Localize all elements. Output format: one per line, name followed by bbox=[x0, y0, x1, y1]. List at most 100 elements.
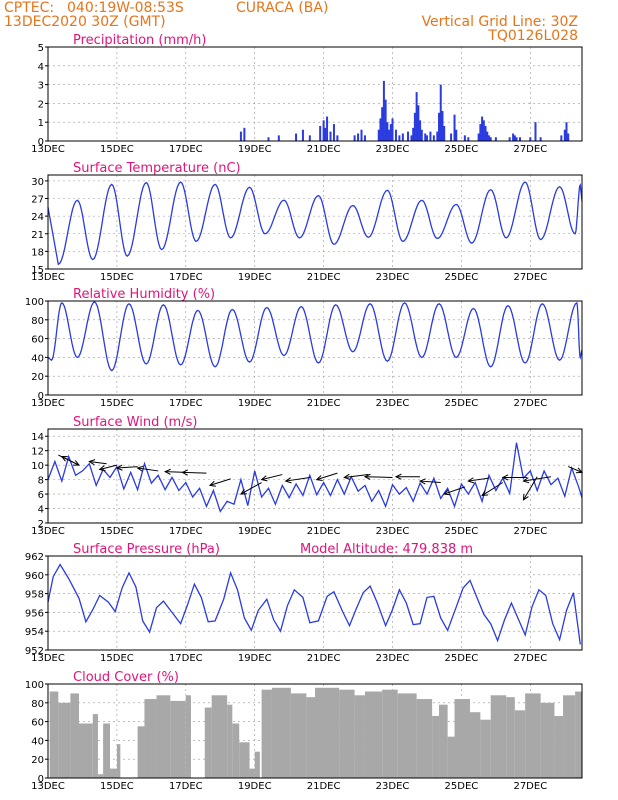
wind-arrow bbox=[481, 482, 504, 496]
cloud-bar bbox=[540, 702, 555, 778]
x-tick-label: 17DEC bbox=[169, 653, 203, 664]
precipitation-title: Precipitation (mm/h) bbox=[73, 33, 206, 48]
y-tick-label: 80 bbox=[31, 699, 44, 710]
wind-arrow bbox=[364, 476, 393, 478]
precipitation-panel: 0 1 2 3 4 5 13DEC 15DEC 17DEC 19DEC 21DEC 23DEC 25DE… bbox=[31, 33, 583, 155]
precip-bar bbox=[529, 137, 532, 141]
cloud-bar bbox=[261, 689, 272, 778]
precip-bar bbox=[357, 133, 360, 141]
wind-arrow bbox=[420, 480, 441, 484]
x-tick-label: 25DEC bbox=[445, 526, 479, 537]
wind-arrow bbox=[444, 486, 466, 495]
cloud-bar bbox=[137, 726, 145, 778]
y-tick-label: 10 bbox=[31, 461, 44, 472]
cloud-bar bbox=[506, 697, 515, 778]
y-tick-label: 30 bbox=[31, 177, 44, 188]
precip-bar bbox=[489, 137, 492, 141]
x-tick-label: 23DEC bbox=[376, 781, 410, 792]
x-tick-label: 13DEC bbox=[31, 272, 65, 283]
precip-bar bbox=[565, 122, 568, 141]
cloud-bar bbox=[70, 693, 80, 778]
precip-bar bbox=[389, 124, 392, 141]
header-grid-note: Vertical Grid Line: 30Z bbox=[422, 14, 578, 30]
wind-arrow bbox=[182, 471, 207, 474]
wind-arrow-head bbox=[163, 468, 171, 475]
x-tick-label: 21DEC bbox=[307, 144, 341, 155]
precip-bar bbox=[560, 135, 563, 141]
precip-bar bbox=[391, 118, 394, 141]
cloud-panel: 0 20 40 60 80 100 13DEC 15DEC 17DEC 19DEC 21DEC 23D… bbox=[25, 670, 583, 792]
y-tick-label: 60 bbox=[31, 335, 44, 346]
pressure-title: Surface Pressure (hPa) bbox=[73, 542, 220, 557]
wind-arrow-head bbox=[443, 489, 451, 496]
cloud-bar bbox=[249, 768, 255, 778]
precip-bar bbox=[455, 129, 458, 141]
y-tick-label: 21 bbox=[31, 230, 44, 241]
y-tick-label: 960 bbox=[25, 571, 44, 582]
x-tick-label: 25DEC bbox=[445, 653, 479, 664]
wind-arrow-head bbox=[136, 465, 144, 472]
wind-arrow-head bbox=[115, 464, 123, 471]
cloud-bar bbox=[432, 715, 440, 778]
precip-bar bbox=[479, 124, 482, 141]
x-tick-label: 13DEC bbox=[31, 781, 65, 792]
x-tick-label: 17DEC bbox=[169, 144, 203, 155]
precip-bar bbox=[413, 112, 416, 141]
precip-bar bbox=[481, 116, 484, 141]
x-tick-label: 19DEC bbox=[238, 653, 272, 664]
cloud-bar bbox=[382, 689, 398, 778]
precip-bar bbox=[388, 129, 391, 141]
cloud-bar bbox=[103, 723, 111, 778]
precip-bar bbox=[243, 127, 246, 141]
precip-bar bbox=[450, 133, 453, 141]
precip-bar bbox=[443, 125, 446, 141]
x-tick-label: 15DEC bbox=[100, 526, 134, 537]
wind-arrow-head bbox=[284, 477, 292, 484]
precip-bar bbox=[386, 122, 389, 141]
cloud-bar bbox=[239, 742, 250, 778]
wind-arrow-head bbox=[501, 474, 509, 481]
cloud-bar bbox=[58, 702, 71, 778]
wind-arrow bbox=[285, 476, 310, 482]
x-tick-label: 27DEC bbox=[513, 272, 547, 283]
wind-arrow-head bbox=[363, 473, 371, 480]
x-tick-label: 17DEC bbox=[169, 526, 203, 537]
precip-bar bbox=[415, 92, 418, 141]
precip-bar bbox=[381, 107, 384, 141]
wind-title: Surface Wind (m/s) bbox=[73, 415, 197, 430]
cloud-bar bbox=[470, 712, 481, 778]
wind-arrow-head bbox=[181, 469, 189, 476]
precipitation-frame bbox=[47, 46, 583, 142]
precip-bar bbox=[336, 135, 339, 141]
x-tick-label: 25DEC bbox=[445, 144, 479, 155]
x-tick-label: 21DEC bbox=[307, 653, 341, 664]
precip-bar bbox=[420, 129, 423, 141]
y-tick-label: 5 bbox=[38, 43, 44, 54]
x-tick-label: 19DEC bbox=[238, 526, 272, 537]
wind-arrow-head bbox=[467, 477, 475, 484]
cloud-bar bbox=[563, 695, 576, 778]
y-tick-label: 4 bbox=[38, 505, 44, 516]
precip-bar bbox=[467, 137, 470, 141]
cloud-bar bbox=[416, 699, 433, 778]
precip-bar bbox=[377, 129, 380, 141]
y-tick-label: 15 bbox=[31, 265, 44, 276]
precip-bar bbox=[563, 129, 566, 141]
precip-bar bbox=[267, 137, 270, 141]
x-tick-label: 25DEC bbox=[445, 272, 479, 283]
x-tick-label: 19DEC bbox=[238, 781, 272, 792]
wind-arrow bbox=[468, 477, 490, 482]
header-model: TQ0126L028 bbox=[487, 28, 578, 44]
precip-bar bbox=[419, 120, 422, 141]
cloud-title: Cloud Cover (%) bbox=[73, 670, 179, 685]
wind-arrow bbox=[116, 466, 138, 469]
y-tick-label: 100 bbox=[25, 297, 44, 308]
y-tick-label: 24 bbox=[31, 212, 44, 223]
precip-bar bbox=[277, 135, 280, 141]
x-tick-label: 15DEC bbox=[100, 272, 134, 283]
x-tick-label: 21DEC bbox=[307, 526, 341, 537]
pressure-frame bbox=[47, 555, 583, 651]
precip-bar bbox=[436, 131, 439, 141]
wind-arrow bbox=[344, 474, 369, 478]
